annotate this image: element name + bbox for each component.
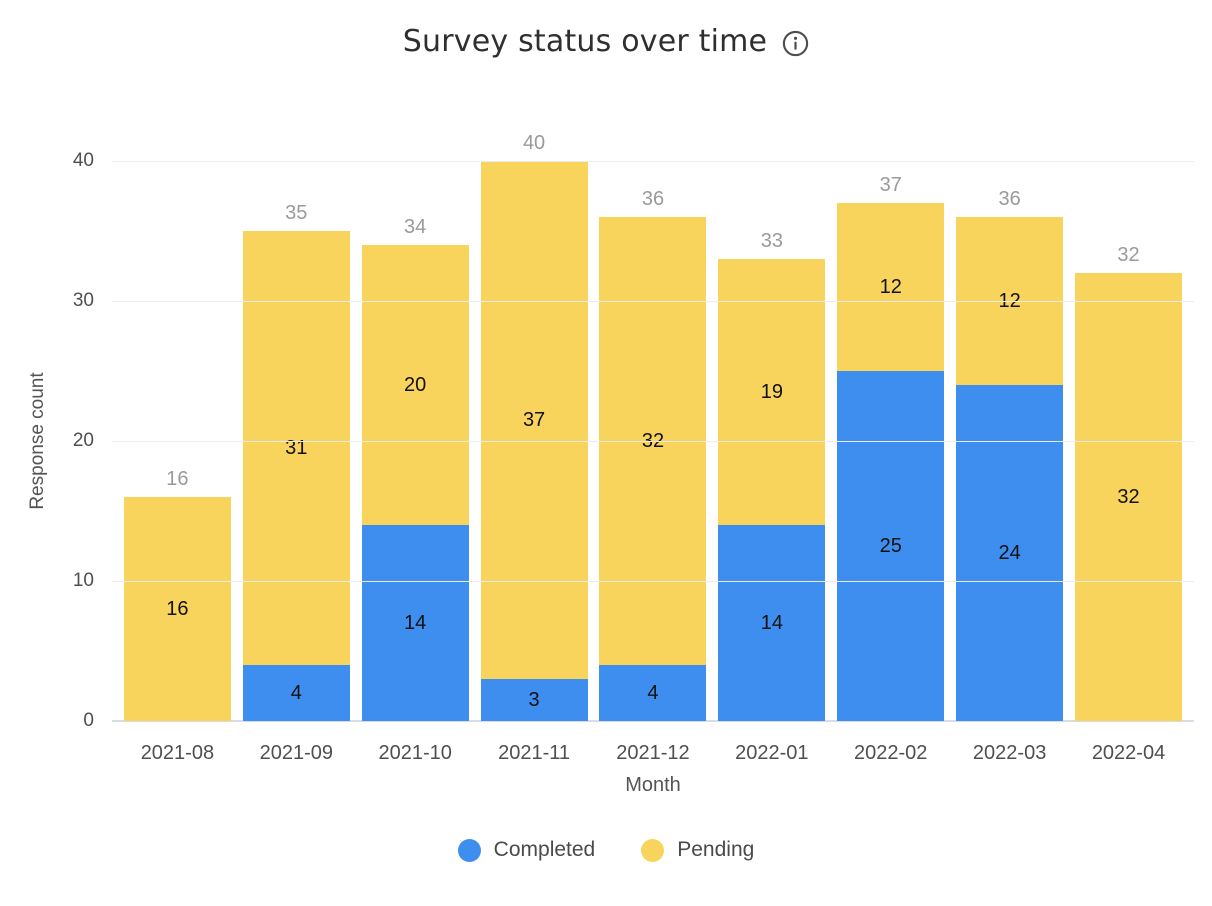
bar-segment-completed[interactable]: 14: [361, 525, 469, 721]
bar-column: 4 31 35 2021-09: [242, 161, 350, 764]
bar-total-label: 37: [879, 174, 902, 196]
x-tick-label: 2022-02: [854, 742, 928, 764]
bar-value-label: 16: [166, 598, 189, 620]
gridline: [112, 161, 1194, 162]
bar-value-label: 3: [528, 689, 540, 711]
bar-value-label: 14: [404, 612, 427, 634]
bar-column: 16 16 2021-08: [123, 161, 231, 764]
chart-header: Survey status over time: [0, 24, 1212, 59]
bar-column: 32 32 2022-04: [1075, 161, 1183, 764]
bar-total-label: 33: [760, 230, 783, 252]
x-tick-label: 2022-04: [1091, 742, 1166, 764]
y-tick-label: 30: [72, 290, 94, 311]
bar-value-label: 32: [1117, 486, 1140, 508]
bar-segment-pending[interactable]: 32: [1075, 273, 1183, 721]
y-tick-label: 0: [83, 710, 94, 731]
bar-segment-pending[interactable]: 19: [718, 259, 826, 525]
bar-total-label: 40: [522, 132, 546, 154]
bar-total-label: 34: [404, 216, 427, 238]
bar-total-label: 32: [1117, 244, 1140, 266]
bar-segment-completed[interactable]: 4: [242, 665, 350, 721]
bar-segment-completed[interactable]: 3: [480, 679, 588, 721]
bar-value-label: 20: [404, 374, 427, 396]
bar-segment-pending[interactable]: 37: [480, 161, 588, 679]
bar-value-label: 25: [879, 535, 902, 557]
x-tick-label: 2021-09: [259, 742, 333, 764]
x-tick-label: 2021-11: [498, 742, 571, 764]
bar-segment-pending[interactable]: 12: [837, 203, 945, 371]
bar-value-label: 24: [998, 542, 1021, 564]
x-tick-label: 2021-08: [140, 742, 215, 764]
bar-segment-pending[interactable]: 20: [361, 245, 469, 525]
bar-total-label: 35: [285, 202, 308, 224]
bar-value-label: 19: [760, 381, 783, 403]
bar-segment-completed[interactable]: 24: [956, 385, 1064, 721]
legend: Completed Pending: [0, 838, 1212, 862]
bar-column: 14 20 34 2021-10: [361, 161, 469, 764]
pending-legend-dot-icon: [641, 838, 665, 862]
plot-area: 16 16 2021-08 4 31 35 2021-09 14 20 34 2021-10 3 37 4…: [73, 132, 1194, 764]
legend-label: Pending: [677, 838, 755, 861]
info-icon[interactable]: [782, 30, 809, 57]
y-tick-label: 40: [72, 150, 94, 171]
bar-total-label: 36: [998, 188, 1021, 210]
completed-legend-dot-icon: [457, 838, 481, 862]
bar-total-label: 36: [641, 188, 665, 210]
gridline: [112, 581, 1194, 582]
bar-value-label: 37: [522, 409, 546, 431]
y-tick-label: 10: [72, 570, 94, 591]
bar-value-label: 4: [647, 682, 659, 704]
x-tick-label: 2021-12: [616, 742, 690, 764]
bar-segment-completed[interactable]: 14: [718, 525, 826, 721]
x-tick-label: 2022-03: [972, 742, 1047, 764]
x-tick-label: 2022-01: [735, 742, 809, 764]
legend-label: Completed: [493, 838, 596, 861]
bar-value-label: 31: [285, 437, 308, 459]
x-axis-baseline: [112, 720, 1194, 722]
bar-value-label: 12: [879, 276, 902, 298]
bar-column: 14 19 33 2022-01: [718, 161, 826, 764]
bars: 16 16 2021-08 4 31 35 2021-09 14 20 34 2021-10 3 37 4…: [112, 132, 1194, 764]
bar-segment-pending[interactable]: 31: [242, 231, 350, 665]
bar-column: 3 37 40 2021-11: [480, 132, 588, 764]
bar-total-label: 16: [166, 468, 189, 490]
bar-column: 25 12 37 2022-02: [837, 161, 945, 764]
gridline: [112, 301, 1194, 302]
chart-title: Survey status over time: [402, 24, 768, 59]
x-tick-label: 2021-10: [378, 742, 452, 764]
gridline: [112, 441, 1194, 442]
bar-segment-completed[interactable]: 4: [599, 665, 707, 721]
bar-value-label: 4: [290, 682, 302, 704]
bar-segment-pending[interactable]: 16: [123, 497, 231, 721]
legend-item-completed[interactable]: Completed: [457, 838, 596, 862]
bar-segment-completed[interactable]: 25: [837, 371, 945, 721]
x-axis-title: Month: [625, 774, 681, 796]
bar-value-label: 14: [760, 612, 783, 634]
y-axis-title: Response count: [27, 372, 48, 510]
y-tick-label: 20: [72, 430, 94, 451]
legend-item-pending[interactable]: Pending: [641, 838, 754, 862]
